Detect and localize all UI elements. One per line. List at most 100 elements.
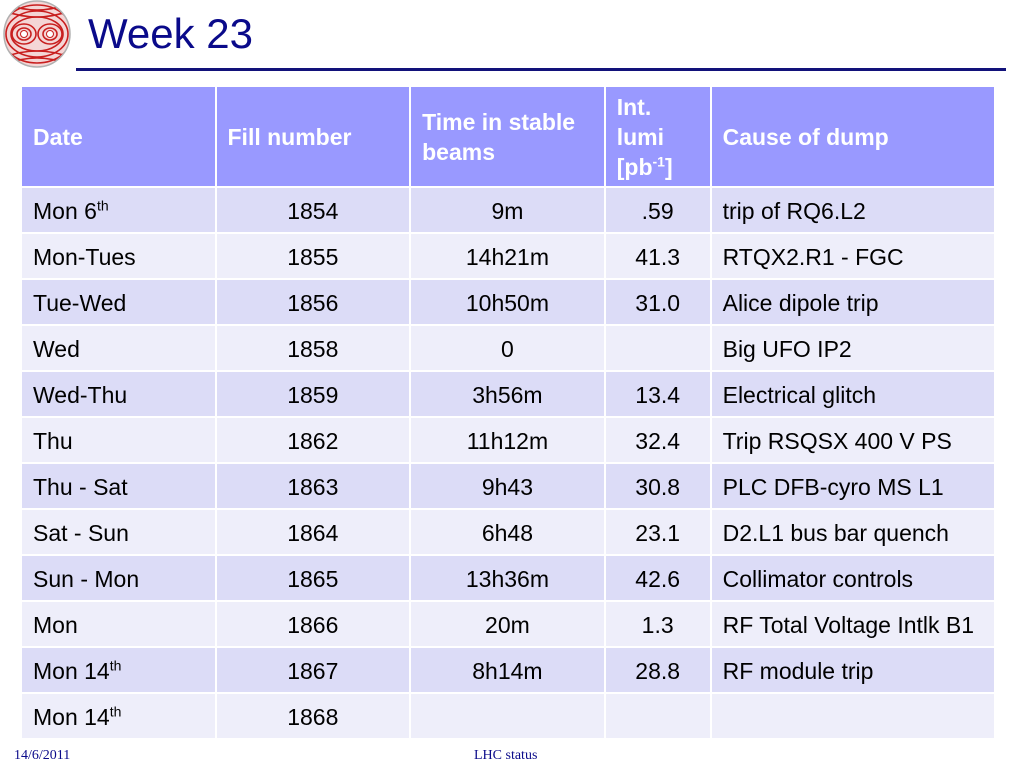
- date-text: Mon: [33, 612, 78, 638]
- cell-fill: 1854: [214, 186, 412, 234]
- cell-date: Mon: [20, 600, 217, 648]
- cell-fill: 1855: [214, 232, 412, 280]
- title-underline: [76, 68, 1006, 71]
- cell-time: 6h48: [409, 508, 606, 556]
- date-sup: th: [96, 197, 109, 214]
- table-row: Wed 1858 0 Big UFO IP2: [20, 324, 997, 372]
- footer-title: LHC status: [474, 748, 538, 763]
- cell-lumi: 30.8: [603, 462, 712, 510]
- date-text: Wed: [33, 336, 80, 362]
- cell-fill: 1868: [214, 692, 412, 740]
- header-int-lumi-end: ]: [664, 153, 673, 180]
- cell-lumi: 13.4: [603, 370, 712, 418]
- cell-time: 0: [409, 324, 606, 372]
- cell-cause: Alice dipole trip: [709, 278, 997, 326]
- cell-time: 13h36m: [409, 554, 606, 602]
- cell-cause: Trip RSQSX 400 V PS: [709, 416, 997, 464]
- table-row: Thu 1862 11h12m 32.4 Trip RSQSX 400 V PS: [20, 416, 997, 464]
- date-text: Sun - Mon: [33, 566, 140, 592]
- cell-cause: Big UFO IP2: [709, 324, 997, 372]
- date-text: Mon 6: [33, 198, 97, 224]
- footer-date: 14/6/2011: [14, 748, 71, 763]
- header-int-lumi-text: Int. lumi [pb: [616, 93, 665, 180]
- cell-cause: PLC DFB-cyro MS L1: [709, 462, 997, 510]
- cell-date: Mon 6th: [20, 186, 217, 234]
- table-row: Sun - Mon 1865 13h36m 42.6 Collimator co…: [20, 554, 997, 602]
- cell-date: Sun - Mon: [20, 554, 217, 602]
- cell-lumi: 28.8: [603, 646, 712, 694]
- cell-lumi: 32.4: [603, 416, 712, 464]
- beam-dump-table: Date Fill number Time in stable beams In…: [20, 85, 997, 740]
- lhc-dipole-field-logo-icon: [0, 0, 78, 70]
- header-cause-of-dump: Cause of dump: [709, 85, 997, 188]
- table-row: Sat - Sun 1864 6h48 23.1 D2.L1 bus bar q…: [20, 508, 997, 556]
- date-text: Tue-Wed: [33, 290, 127, 316]
- cell-cause: RF module trip: [709, 646, 997, 694]
- cell-time: 8h14m: [409, 646, 606, 694]
- header-time-in-stable-beams: Time in stable beams: [409, 85, 606, 188]
- cell-cause: RF Total Voltage Intlk B1: [709, 600, 997, 648]
- cell-fill: 1867: [214, 646, 412, 694]
- date-text: Mon-Tues: [33, 244, 136, 270]
- table-row: Tue-Wed 1856 10h50m 31.0 Alice dipole tr…: [20, 278, 997, 326]
- date-text: Wed-Thu: [33, 382, 128, 408]
- cell-lumi: 1.3: [603, 600, 712, 648]
- cell-time: 20m: [409, 600, 606, 648]
- cell-lumi: 41.3: [603, 232, 712, 280]
- cell-time: [409, 692, 606, 740]
- cell-cause: RTQX2.R1 - FGC: [709, 232, 997, 280]
- cell-time: 10h50m: [409, 278, 606, 326]
- cell-time: 3h56m: [409, 370, 606, 418]
- cell-fill: 1859: [214, 370, 412, 418]
- cell-lumi: [603, 324, 712, 372]
- table-row: Mon-Tues 1855 14h21m 41.3 RTQX2.R1 - FGC: [20, 232, 997, 280]
- cell-fill: 1862: [214, 416, 412, 464]
- cell-date: Mon 14th: [20, 692, 217, 740]
- cell-fill: 1863: [214, 462, 412, 510]
- table-row: Wed-Thu 1859 3h56m 13.4 Electrical glitc…: [20, 370, 997, 418]
- cell-date: Tue-Wed: [20, 278, 217, 326]
- cell-date: Wed-Thu: [20, 370, 217, 418]
- cell-cause: Collimator controls: [709, 554, 997, 602]
- cell-lumi: 23.1: [603, 508, 712, 556]
- header-int-lumi: Int. lumi [pb-1]: [603, 85, 712, 188]
- header-date: Date: [20, 85, 217, 188]
- cell-date: Mon-Tues: [20, 232, 217, 280]
- cell-date: Thu: [20, 416, 217, 464]
- table-row: Mon 1866 20m 1.3 RF Total Voltage Intlk …: [20, 600, 997, 648]
- cell-cause: Electrical glitch: [709, 370, 997, 418]
- cell-cause: trip of RQ6.L2: [709, 186, 997, 234]
- date-text: Thu - Sat: [33, 474, 128, 500]
- cell-time: 9h43: [409, 462, 606, 510]
- cell-date: Mon 14th: [20, 646, 217, 694]
- date-sup: th: [109, 657, 122, 674]
- cell-fill: 1856: [214, 278, 412, 326]
- cell-time: 11h12m: [409, 416, 606, 464]
- header-fill-number: Fill number: [214, 85, 412, 188]
- date-text: Mon 14: [33, 704, 110, 730]
- header-int-lumi-sup: -1: [652, 152, 665, 169]
- table-header-row: Date Fill number Time in stable beams In…: [20, 85, 997, 188]
- table-row: Mon 6th 1854 9m .59 trip of RQ6.L2: [20, 186, 997, 234]
- cell-fill: 1865: [214, 554, 412, 602]
- table-row: Mon 14th 1867 8h14m 28.8 RF module trip: [20, 646, 997, 694]
- cell-lumi: 31.0: [603, 278, 712, 326]
- date-sup: th: [109, 703, 122, 720]
- date-text: Mon 14: [33, 658, 110, 684]
- cell-time: 9m: [409, 186, 606, 234]
- cell-fill: 1864: [214, 508, 412, 556]
- cell-cause: [709, 692, 997, 740]
- table-row: Thu - Sat 1863 9h43 30.8 PLC DFB-cyro MS…: [20, 462, 997, 510]
- cell-lumi: [603, 692, 712, 740]
- table-row: Mon 14th 1868: [20, 692, 997, 740]
- date-text: Thu: [33, 428, 73, 454]
- date-text: Sat - Sun: [33, 520, 129, 546]
- cell-date: Sat - Sun: [20, 508, 217, 556]
- cell-date: Thu - Sat: [20, 462, 217, 510]
- cell-date: Wed: [20, 324, 217, 372]
- cell-cause: D2.L1 bus bar quench: [709, 508, 997, 556]
- cell-fill: 1866: [214, 600, 412, 648]
- cell-lumi: .59: [603, 186, 712, 234]
- slide-title: Week 23: [88, 10, 253, 57]
- cell-time: 14h21m: [409, 232, 606, 280]
